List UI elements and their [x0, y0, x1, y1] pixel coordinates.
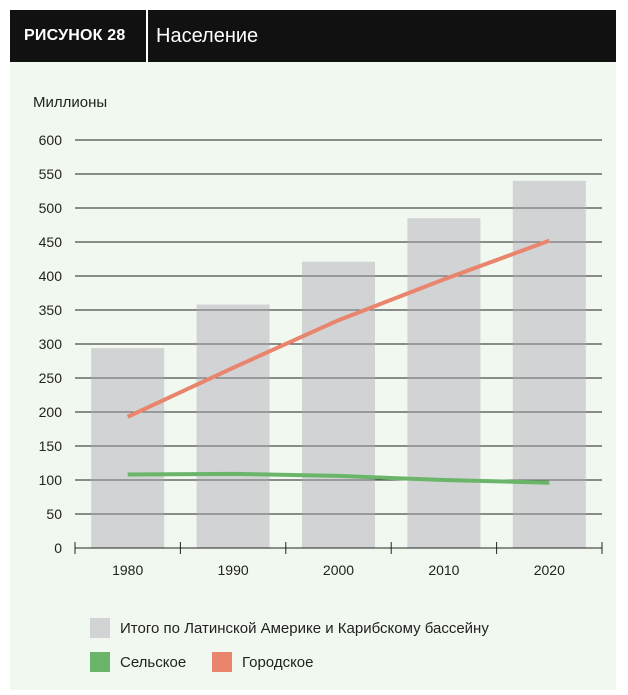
legend-swatch-total [90, 618, 110, 638]
y-axis-label: Миллионы [33, 94, 107, 111]
legend-label-rural: Сельское [120, 653, 187, 671]
legend-item-rural: Сельское [90, 652, 186, 672]
y-tick-label: 550 [39, 166, 63, 182]
y-tick-label: 350 [39, 302, 63, 318]
legend-swatch-rural [90, 652, 110, 672]
bar-total [196, 304, 270, 548]
y-tick-label: 150 [39, 438, 63, 454]
series-line-urban [126, 238, 550, 419]
legend-swatch-urban [212, 652, 232, 672]
bar-total [302, 261, 375, 548]
y-tick-label: 450 [39, 234, 63, 250]
y-tick-label: 250 [39, 370, 63, 386]
legend-label-urban: Городское [242, 653, 314, 671]
figure-header: РИСУНОК 28 Население [10, 10, 616, 62]
legend-item-total: Итого по Латинской Америке и Карибскому … [90, 618, 489, 638]
x-tick-label: 2010 [428, 562, 459, 578]
series-line-rural [127, 471, 550, 485]
header-divider [146, 10, 148, 62]
bar-total [407, 218, 481, 548]
y-tick-label: 600 [39, 132, 63, 148]
legend-item-urban: Городское [212, 652, 313, 672]
bar-total [91, 348, 165, 548]
x-tick-label: 1990 [218, 562, 249, 578]
y-tick-label: 200 [39, 404, 63, 420]
x-tick-label: 2020 [534, 562, 565, 578]
y-tick-label: 400 [39, 268, 63, 284]
x-tick-label: 2000 [323, 562, 354, 578]
y-tick-label: 100 [39, 472, 63, 488]
y-tick-label: 50 [46, 506, 62, 522]
figure-title: Население [156, 25, 259, 47]
y-tick-label: 500 [39, 200, 63, 216]
bar-total [512, 180, 586, 549]
figure-label: РИСУНОК 28 [24, 27, 126, 44]
y-tick-label: 300 [39, 336, 63, 352]
x-tick-label: 1980 [112, 562, 143, 578]
y-tick-label: 0 [54, 540, 62, 556]
legend-label-total: Итого по Латинской Америке и Карибскому … [120, 619, 489, 637]
